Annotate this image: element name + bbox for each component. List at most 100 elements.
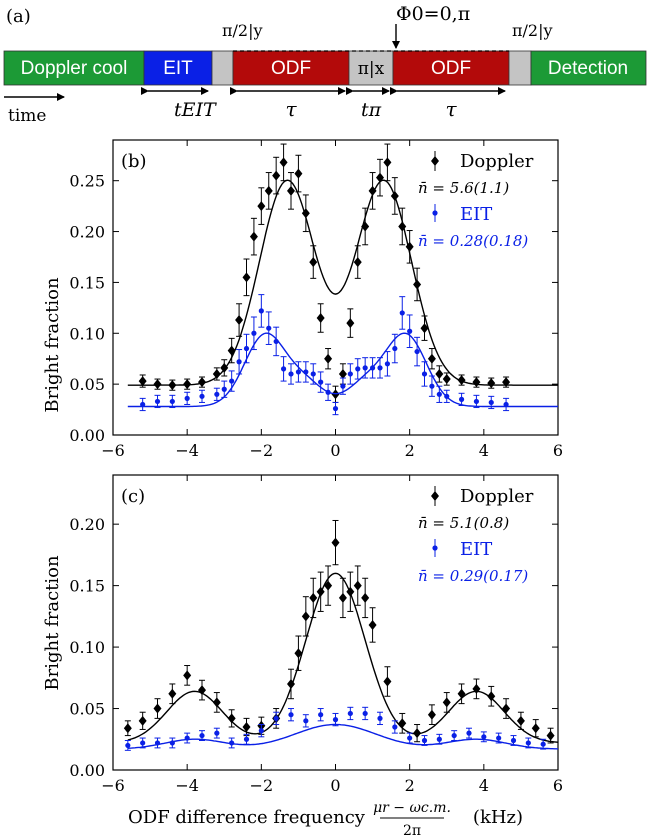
- data-point-doppler-b: [398, 221, 407, 232]
- legend-marker-doppler-c: [431, 491, 439, 501]
- data-point-doppler-c: [502, 703, 511, 714]
- data-point-eit-c: [540, 741, 546, 747]
- y-tick-label-c: 0.00: [69, 761, 105, 780]
- data-point-eit-c: [140, 740, 146, 746]
- data-point-eit-b: [369, 365, 376, 371]
- data-point-eit-c: [525, 740, 531, 746]
- data-point-eit-c: [273, 715, 279, 721]
- data-point-eit-b: [473, 398, 480, 405]
- data-point-doppler-c: [361, 592, 370, 603]
- data-point-doppler-b: [420, 323, 429, 334]
- segment-eit: [143, 50, 213, 86]
- y-axis-label-b: Bright fraction: [42, 277, 63, 413]
- data-point-eit-c: [318, 712, 324, 718]
- data-point-doppler-c: [227, 713, 236, 724]
- data-point-doppler-b: [249, 231, 258, 242]
- data-point-doppler-c: [546, 730, 555, 741]
- data-point-doppler-b: [183, 379, 192, 390]
- data-point-eit-b: [362, 365, 368, 371]
- data-point-eit-b: [318, 379, 324, 385]
- segment-label-odf-1: ODF: [271, 58, 311, 79]
- data-point-doppler-b: [472, 377, 481, 388]
- data-point-doppler-c: [294, 648, 303, 659]
- data-point-eit-c: [362, 710, 368, 717]
- data-point-eit-b: [266, 325, 272, 331]
- data-point-doppler-b: [457, 375, 466, 386]
- data-point-eit-b: [243, 345, 250, 352]
- data-point-doppler-b: [324, 353, 333, 364]
- panel-label-b: (b): [121, 151, 147, 172]
- x-axis-label-denominator: 2π: [403, 823, 421, 839]
- data-point-doppler-b: [316, 313, 325, 324]
- data-point-eit-b: [377, 365, 383, 371]
- x-tick-label-b: −4: [175, 441, 199, 460]
- data-point-doppler-c: [301, 611, 310, 622]
- data-point-doppler-c: [457, 688, 466, 699]
- legend-label-doppler-c: Doppler: [460, 486, 534, 507]
- data-point-doppler-b: [502, 377, 511, 388]
- data-point-eit-b: [288, 371, 294, 377]
- legend-label-eit-c: EIT: [460, 539, 492, 560]
- legend-marker-doppler-b: [431, 156, 439, 166]
- data-point-doppler-c: [331, 537, 340, 548]
- data-point-doppler-b: [301, 208, 310, 219]
- data-point-eit-b: [280, 366, 287, 372]
- data-point-eit-c: [347, 710, 353, 717]
- data-point-eit-b: [214, 391, 220, 397]
- segment-label-eit: EIT: [163, 58, 193, 79]
- data-point-eit-c: [407, 735, 413, 741]
- fit-line-eit-c: [127, 723, 559, 750]
- chart-panel-b: Bright fraction (b) Doppler n̄ = 5.6(1.1…: [42, 139, 563, 460]
- x-axis-label-prefix: ODF difference frequency: [128, 807, 366, 828]
- x-tick-label-b: −6: [101, 441, 125, 460]
- data-point-eit-c: [436, 736, 442, 742]
- data-point-doppler-b: [287, 185, 295, 196]
- data-point-doppler-c: [442, 697, 451, 708]
- panel-label-c: (c): [121, 486, 145, 507]
- data-point-doppler-b: [272, 170, 281, 181]
- y-tick-label-c: 0.20: [69, 515, 105, 534]
- data-point-eit-c: [214, 730, 220, 736]
- x-tick-label-c: 2: [405, 776, 415, 795]
- data-point-doppler-b: [376, 172, 384, 183]
- segment-pulse-2: [508, 50, 532, 86]
- data-point-eit-b: [407, 328, 413, 334]
- data-point-doppler-c: [531, 723, 540, 734]
- data-point-eit-b: [154, 398, 161, 405]
- data-point-doppler-b: [168, 380, 177, 391]
- data-point-doppler-c: [309, 592, 318, 603]
- data-point-eit-c: [243, 736, 250, 742]
- data-point-doppler-b: [390, 190, 399, 201]
- chart-panel-c: Bright fraction (c) Doppler n̄ = 5.1(0.8…: [42, 474, 563, 839]
- data-point-eit-b: [229, 378, 235, 384]
- segment-odf-2: [392, 50, 510, 86]
- data-point-eit-c: [377, 715, 383, 721]
- data-point-eit-b: [221, 386, 227, 392]
- segment-label-detection: Detection: [548, 58, 628, 79]
- data-point-doppler-b: [361, 221, 370, 232]
- data-point-doppler-b: [405, 241, 414, 252]
- legend-note-eit-b: n̄ = 0.28(0.18): [418, 232, 528, 250]
- data-point-doppler-b: [264, 185, 273, 196]
- x-tick-label-c: 4: [479, 776, 489, 795]
- data-point-doppler-b: [487, 378, 496, 389]
- data-point-doppler-c: [383, 676, 392, 687]
- duration-label-eit: tEIT: [174, 99, 217, 121]
- data-point-eit-c: [199, 732, 205, 739]
- data-point-doppler-c: [198, 685, 206, 696]
- data-point-eit-b: [273, 338, 279, 345]
- legend-b: Doppler n̄ = 5.6(1.1) EIT n̄ = 0.28(0.18…: [418, 151, 534, 250]
- data-point-eit-b: [347, 371, 353, 377]
- data-point-doppler-c: [138, 715, 147, 726]
- legend-marker-eit-c: [432, 545, 438, 551]
- pulse-label-1: π/2|y: [222, 21, 263, 40]
- data-point-doppler-b: [427, 353, 436, 364]
- legend-note-doppler-b: n̄ = 5.6(1.1): [418, 179, 509, 197]
- data-point-doppler-b: [153, 379, 162, 390]
- segment-pulse-1: [211, 50, 234, 86]
- data-point-eit-c: [466, 730, 472, 736]
- segment-detection: [530, 50, 647, 86]
- pulse-sequence: (a) Doppler cool EIT ODF π|x ODF Detecti…: [3, 3, 647, 126]
- data-point-doppler-b: [413, 279, 422, 290]
